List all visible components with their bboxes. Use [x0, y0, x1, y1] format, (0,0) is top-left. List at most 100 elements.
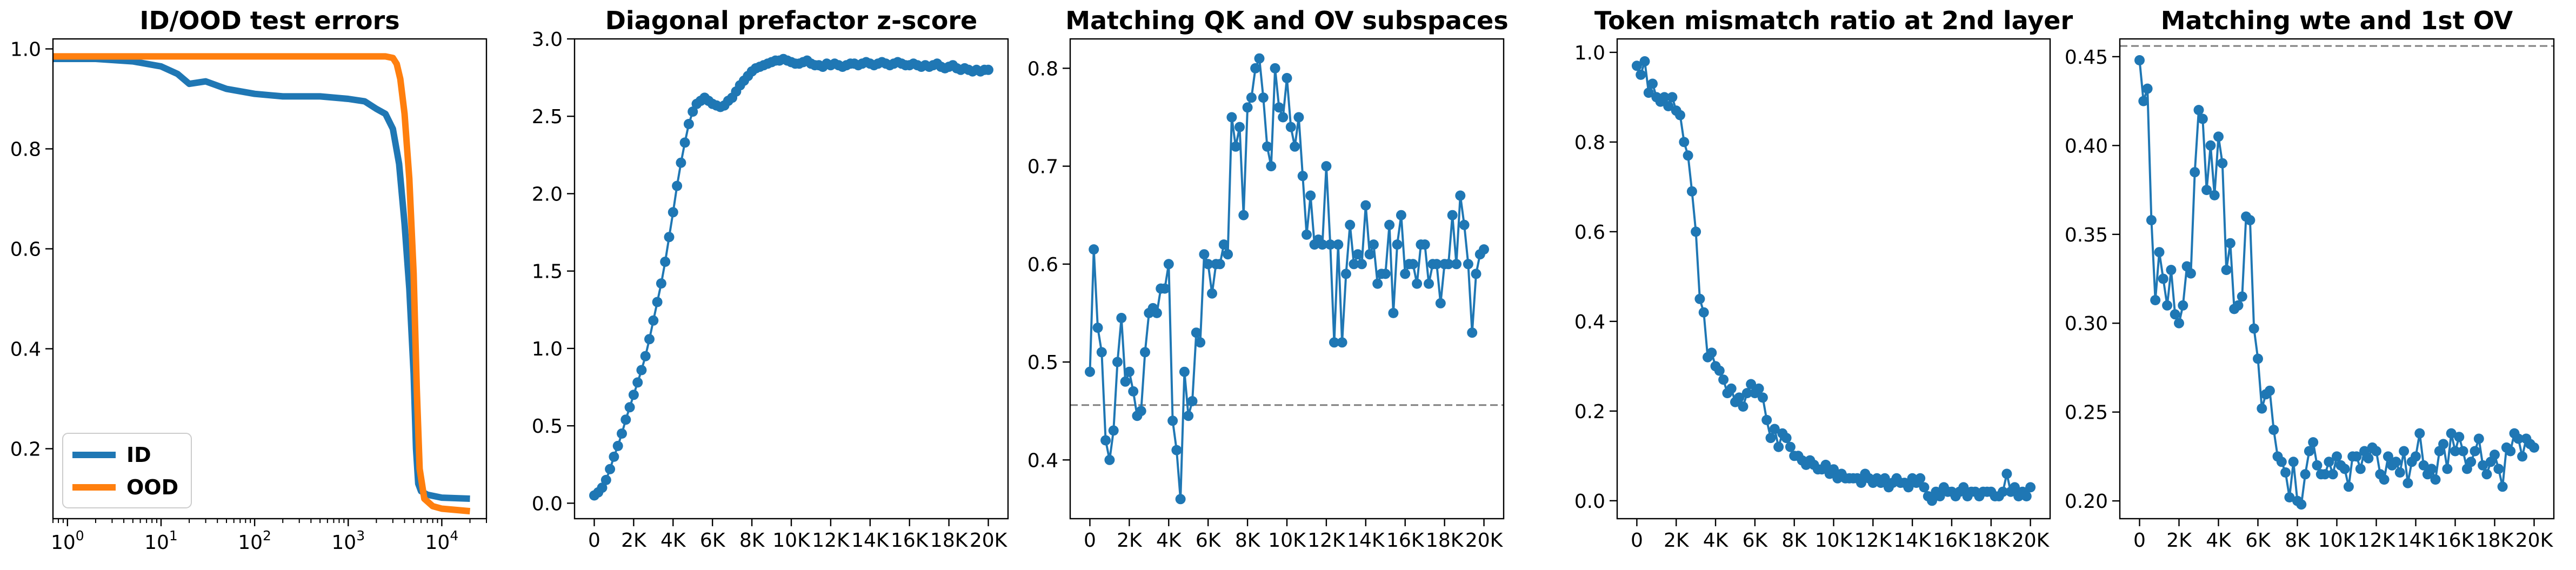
- panel-2-point: [597, 482, 608, 493]
- panel-3-point: [1151, 307, 1162, 318]
- panel-4-point: [1683, 150, 1693, 161]
- panel-2-point: [632, 377, 643, 388]
- panel-5-point: [2150, 295, 2161, 305]
- panel-5-point: [2442, 464, 2453, 474]
- panel-5-x-tick-label: 8K: [2285, 529, 2311, 552]
- panel-4-point: [1718, 374, 1729, 385]
- panel-5-y-tick-label: 0.30: [2065, 313, 2108, 335]
- panel-3-point: [1412, 278, 1423, 289]
- panel-3-point: [1360, 200, 1371, 211]
- panel-2-point: [648, 315, 659, 326]
- panel-3-point: [1246, 92, 1257, 103]
- panel-3-point: [1104, 454, 1115, 465]
- panel-2-x-tick-label: 14K: [851, 529, 890, 552]
- panel-5-point: [2213, 131, 2224, 142]
- panel-4-x-tick-label: 2K: [1664, 529, 1690, 552]
- panel-2-point: [664, 232, 675, 243]
- panel-3-point: [1368, 239, 1379, 250]
- panel-3-point: [1207, 288, 1217, 299]
- panel-5-point: [2343, 481, 2354, 492]
- panel-3-point: [1302, 229, 1312, 240]
- panel-5-point: [2458, 446, 2468, 457]
- panel-3-point: [1278, 112, 1289, 123]
- panel-2-y-tick-label: 1.0: [532, 338, 563, 360]
- panel-2-y-tick-label: 2.5: [532, 106, 563, 128]
- panel-4-x-tick-label: 10K: [1815, 529, 1853, 552]
- panel-5-point: [2414, 428, 2425, 439]
- panel-5-point: [2403, 478, 2413, 488]
- panel-5-point: [2517, 451, 2528, 462]
- panel-5-point: [2324, 457, 2334, 467]
- panel-4-x-tick-label: 18K: [1972, 529, 2011, 552]
- panel-3-point: [1108, 425, 1119, 436]
- panel-1-x-tick-label: 101: [144, 528, 178, 554]
- panel-1-legend-label-id: ID: [126, 443, 151, 467]
- panel-4-point: [2021, 491, 2032, 501]
- panel-4-point: [1753, 383, 1764, 394]
- panel-4-point: [1679, 137, 1690, 147]
- panel-3-point: [1337, 337, 1347, 348]
- panel-5-point: [2339, 464, 2350, 474]
- panel-3-point: [1349, 259, 1359, 270]
- panel-5-point: [2418, 460, 2429, 471]
- panel-2-x-tick-label: 6K: [700, 529, 726, 552]
- panel-5-point: [2466, 457, 2477, 467]
- panel-3-point: [1282, 73, 1292, 83]
- panel-3-x-tick-label: 2K: [1117, 529, 1143, 552]
- panel-5-point: [2276, 457, 2287, 467]
- panel-5-point: [2185, 268, 2196, 279]
- panel-5-point: [2371, 446, 2381, 457]
- panel-1-x-tick-label: 103: [331, 528, 365, 554]
- panel-3-point: [1372, 278, 1383, 289]
- panel-2-point: [683, 119, 694, 129]
- panel-3-point: [1285, 122, 1296, 132]
- panel-2-series-1-line: [593, 58, 989, 497]
- panel-2-point: [668, 207, 678, 218]
- panel-5-point: [2166, 265, 2177, 276]
- panel-3-point: [1120, 376, 1131, 387]
- panel-2-point: [644, 334, 655, 345]
- panel-3-y-tick-label: 0.7: [1027, 156, 1058, 178]
- panel-2-point: [640, 351, 651, 361]
- panel-3-point: [1136, 406, 1146, 417]
- panel-5-point: [2320, 469, 2331, 480]
- panel-4-y-tick-label: 0.6: [1574, 222, 1605, 244]
- panel-5-point: [2304, 446, 2314, 457]
- panel-4-x-tick-label: 12K: [1854, 529, 1893, 552]
- panel-2-x-tick-label: 2K: [621, 529, 647, 552]
- panel-2-y-tick-label: 3.0: [532, 29, 563, 51]
- panel-3-point: [1317, 239, 1328, 250]
- panel-4-point: [1998, 486, 2008, 497]
- panel-5-point: [2430, 474, 2441, 485]
- panel-1-title: ID/OOD test errors: [139, 6, 399, 35]
- panel-3-point: [1179, 366, 1190, 377]
- panel-3-point: [1092, 323, 1103, 333]
- panel-5-x-tick-label: 12K: [2358, 529, 2396, 552]
- panel-3-point: [1266, 161, 1277, 172]
- panel-5-point: [2296, 499, 2307, 510]
- panel-2-y-tick-label: 1.5: [532, 261, 563, 283]
- panel-4-point: [1785, 441, 1796, 452]
- panel-4-point: [2025, 482, 2036, 493]
- panel-3-point: [1447, 210, 1458, 220]
- panel-3-point: [1364, 249, 1375, 260]
- panel-5-point: [2237, 291, 2247, 302]
- panel-3-point: [1183, 411, 1194, 421]
- panel-5-point: [2225, 238, 2235, 249]
- panel-4-point: [1820, 459, 1831, 470]
- panel-3-point: [1479, 244, 1489, 255]
- panel-5-point: [2233, 300, 2244, 311]
- panel-3-point: [1357, 259, 1367, 270]
- panel-1-x-tick-label: 100: [51, 528, 84, 554]
- panel-4-point: [1698, 307, 1709, 318]
- panel-4-point: [1738, 401, 1749, 412]
- panel-3-point: [1171, 445, 1182, 455]
- panel-5-point: [2253, 353, 2263, 364]
- panel-3-point: [1333, 239, 1344, 250]
- panel-5-point: [2209, 190, 2220, 200]
- panel-5-point: [2162, 300, 2173, 311]
- panel-2-point: [624, 402, 635, 413]
- panel-5-point: [2379, 474, 2390, 485]
- panel-1-y-tick-label: 0.4: [10, 339, 41, 361]
- panel-1-y-tick-label: 0.2: [10, 439, 41, 461]
